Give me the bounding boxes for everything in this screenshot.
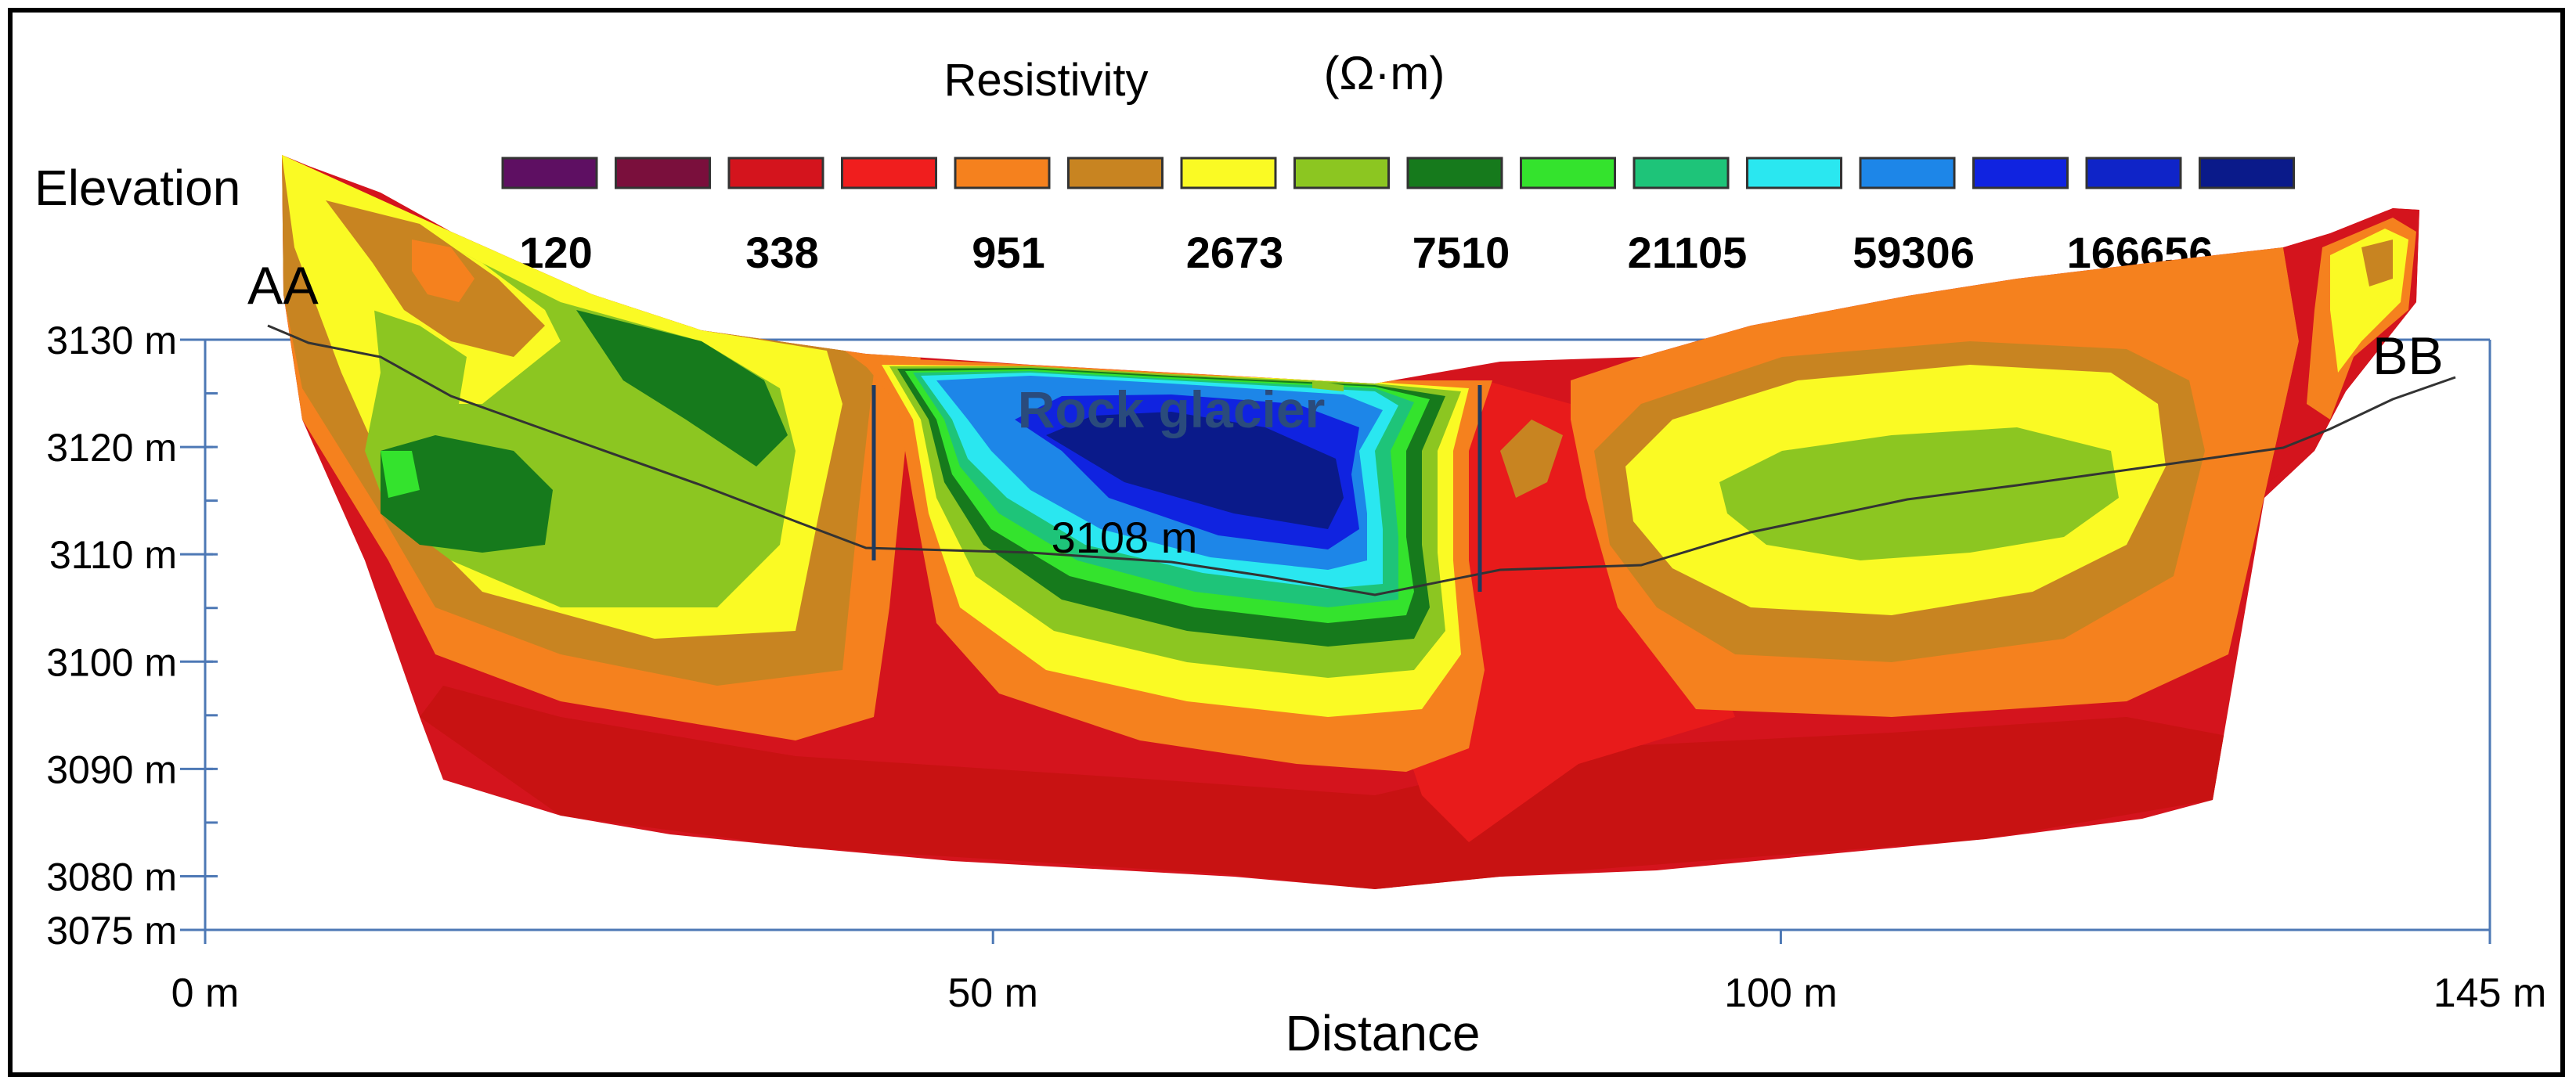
y-tick-label: 3120 m (46, 426, 177, 470)
surface-profile-line (267, 324, 2456, 596)
x-tick-label: 145 m (2433, 971, 2547, 1016)
legend-swatch (1180, 157, 1277, 189)
legend-unit: (Ω·m) (1324, 47, 1445, 99)
profile-end-label: BB (2372, 326, 2444, 386)
legend-value-label: 2673 (1186, 228, 1284, 277)
legend-swatch (1746, 157, 1842, 189)
legend-swatch (1633, 157, 1730, 189)
rock-glacier-label: Rock glacier (1018, 380, 1326, 438)
x-tick-label: 50 m (947, 971, 1038, 1016)
y-tick-label: 3100 m (46, 640, 177, 684)
legend: 120 338 951 2673 7510 21105 59306 166656 (501, 157, 2295, 277)
legend-swatch (1067, 157, 1164, 189)
legend-value-label: 7510 (1412, 228, 1510, 277)
legend-swatch (1859, 157, 1956, 189)
legend-swatch (1972, 157, 2069, 189)
legend-swatch (1406, 157, 1503, 189)
legend-swatch (841, 157, 937, 189)
y-axis-ticks: 3130 m 3120 m 3110 m 3100 m 3090 m 3080 m 3075… (46, 319, 218, 953)
legend-value-label: 338 (745, 228, 818, 277)
legend-swatch (2085, 157, 2182, 189)
profile-start-label: AA (247, 256, 319, 315)
x-axis-ticks: 0 m 50 m 100 m 145 m (171, 930, 2547, 1016)
y-tick-label: 3090 m (46, 748, 177, 791)
legend-value-label: 951 (972, 228, 1044, 277)
legend-value-label: 21105 (1628, 228, 1748, 277)
x-tick-label: 0 m (171, 971, 240, 1016)
y-axis-label: Elevation (34, 160, 240, 216)
y-tick-label: 3080 m (46, 855, 177, 899)
resistivity-chart: Resistivity (Ω·m) Elevation 120 338 951 267… (34, 47, 2547, 1061)
legend-swatch (2199, 157, 2295, 189)
legend-swatch (727, 157, 824, 189)
figure-frame: Resistivity (Ω·m) Elevation 120 338 951 267… (8, 8, 2565, 1077)
x-tick-label: 100 m (1724, 971, 1838, 1016)
legend-swatch (615, 157, 711, 189)
legend-swatch (1293, 157, 1390, 189)
y-tick-label: 3130 m (46, 319, 177, 362)
legend-swatch (501, 157, 598, 189)
y-tick-label: 3110 m (49, 533, 177, 577)
legend-title: Resistivity (943, 55, 1148, 106)
x-axis-label: Distance (1286, 1005, 1481, 1061)
legend-swatch (954, 157, 1051, 189)
rock-glacier-elevation: 3108 m (1052, 513, 1198, 562)
legend-swatch (1520, 157, 1616, 189)
y-tick-label: 3075 m (46, 909, 177, 953)
legend-value-label: 59306 (1853, 228, 1975, 277)
